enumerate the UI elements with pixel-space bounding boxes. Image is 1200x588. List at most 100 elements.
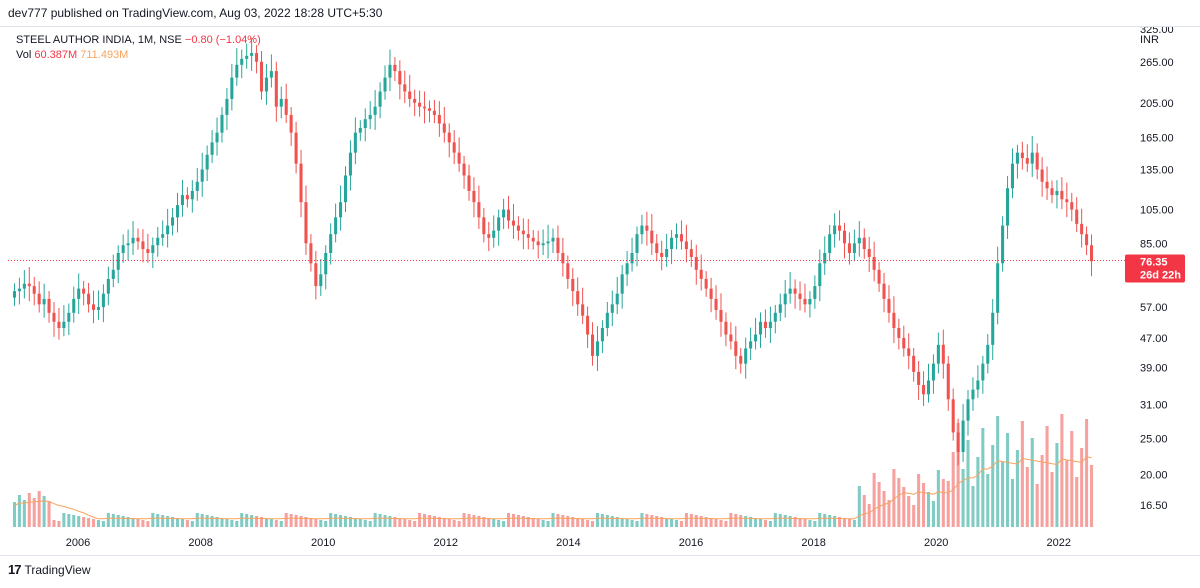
candle-body bbox=[595, 341, 599, 356]
candle-body bbox=[383, 77, 387, 92]
candle-body bbox=[334, 217, 338, 235]
volume-bar bbox=[215, 517, 219, 527]
candle-body bbox=[744, 348, 748, 364]
candle-body bbox=[388, 64, 392, 78]
volume-bar bbox=[131, 518, 135, 527]
price-tick-label: 20.00 bbox=[1140, 469, 1168, 481]
candle-body bbox=[116, 252, 120, 270]
candle-body bbox=[77, 288, 81, 299]
candle-body bbox=[319, 274, 323, 287]
volume-bar bbox=[941, 479, 945, 527]
volume-bar bbox=[1070, 431, 1074, 527]
candle-body bbox=[403, 84, 407, 92]
time-axis[interactable]: 2006 2008 2010 2012 2014 2016 2018 2020 2022 bbox=[66, 537, 1071, 549]
candle-body bbox=[699, 269, 703, 279]
volume-bar bbox=[699, 516, 703, 527]
volume-bar bbox=[319, 520, 323, 527]
candle-body bbox=[917, 371, 921, 385]
price-axis[interactable]: 325.00 265.00 205.00 165.00 135.00 105.00 85.0… bbox=[1140, 27, 1174, 512]
volume-bar bbox=[1040, 455, 1044, 527]
time-tick-label: 2006 bbox=[66, 537, 90, 549]
candle-body bbox=[240, 58, 244, 65]
candle-body bbox=[427, 108, 432, 111]
volume-bar bbox=[487, 518, 491, 527]
candle-body bbox=[437, 114, 441, 124]
candle-body bbox=[52, 312, 56, 322]
candle-body bbox=[348, 152, 352, 176]
candle-body bbox=[541, 243, 545, 246]
candle-body bbox=[531, 237, 535, 242]
volume-bar bbox=[818, 513, 822, 527]
candle-body bbox=[22, 283, 26, 289]
volume-bar bbox=[452, 520, 456, 527]
volume-bar bbox=[833, 516, 837, 527]
volume-bar bbox=[531, 518, 535, 527]
tradingview-logo-icon[interactable]: 17 bbox=[8, 562, 22, 577]
candle-body bbox=[304, 202, 308, 244]
volume-bar bbox=[279, 521, 283, 527]
volume-bar bbox=[27, 493, 31, 527]
volume-bar bbox=[269, 519, 273, 527]
candle-body bbox=[714, 298, 718, 310]
volume-bar bbox=[551, 513, 555, 527]
candle-body bbox=[749, 341, 753, 349]
volume-bar bbox=[709, 518, 713, 527]
volume-bar bbox=[956, 423, 960, 527]
candle-body bbox=[82, 288, 86, 294]
candle-body bbox=[556, 237, 560, 253]
volume-bar bbox=[195, 513, 199, 527]
volume-bar bbox=[521, 516, 525, 527]
price-chart[interactable]: 325.00 265.00 205.00 165.00 135.00 105.00 85.0… bbox=[0, 27, 1200, 554]
volume-bar bbox=[561, 515, 565, 527]
candle-body bbox=[37, 293, 41, 305]
volume-bar bbox=[823, 514, 827, 527]
volume-bar bbox=[190, 521, 194, 527]
volume-bars bbox=[12, 414, 1094, 527]
volume-bar bbox=[235, 521, 239, 527]
candle-body bbox=[971, 389, 975, 400]
volume-bar bbox=[507, 513, 511, 527]
volume-bar bbox=[200, 514, 204, 527]
volume-bar bbox=[808, 520, 812, 527]
volume-bar bbox=[348, 517, 352, 527]
volume-line: Vol 60.387M 711.493M bbox=[16, 48, 261, 63]
candle-body bbox=[472, 190, 476, 203]
volume-bar bbox=[694, 515, 698, 527]
candle-body bbox=[492, 230, 496, 238]
candle-body bbox=[151, 245, 155, 253]
candle-body bbox=[536, 241, 540, 246]
candle-body bbox=[813, 286, 817, 299]
volume-bar bbox=[314, 519, 318, 527]
volume-bar bbox=[892, 469, 896, 527]
candle-body bbox=[507, 209, 511, 221]
volume-bar bbox=[309, 518, 313, 527]
symbol-name[interactable]: STEEL AUTHOR INDIA, 1M, NSE bbox=[16, 34, 182, 46]
volume-bar bbox=[778, 514, 782, 527]
volume-bar bbox=[171, 517, 175, 527]
brand-name[interactable]: TradingView bbox=[24, 562, 91, 577]
volume-bar bbox=[418, 513, 422, 527]
volume-bar bbox=[299, 516, 303, 527]
volume-bar bbox=[813, 521, 817, 527]
volume-bar bbox=[304, 517, 308, 527]
volume-label[interactable]: Vol bbox=[16, 49, 32, 61]
candle-body bbox=[991, 312, 995, 345]
candle-body bbox=[907, 348, 911, 356]
candle-body bbox=[951, 399, 955, 433]
volume-bar bbox=[1006, 433, 1010, 527]
candle-body bbox=[1035, 152, 1039, 170]
price-tick-label: 325.00 bbox=[1140, 27, 1174, 36]
volume-bar bbox=[768, 521, 772, 527]
candle-body bbox=[1050, 188, 1054, 196]
candle-body bbox=[887, 298, 891, 313]
candle-body bbox=[912, 355, 916, 372]
candle-body bbox=[1045, 181, 1049, 189]
volume-bar bbox=[907, 496, 911, 527]
volume-bar bbox=[1045, 426, 1049, 527]
volume-bar bbox=[526, 517, 530, 527]
volume-bar bbox=[72, 515, 76, 527]
candle-body bbox=[689, 249, 693, 258]
volume-bar bbox=[862, 495, 866, 527]
candle-body bbox=[32, 286, 36, 294]
footer: 17 TradingView bbox=[8, 562, 91, 577]
